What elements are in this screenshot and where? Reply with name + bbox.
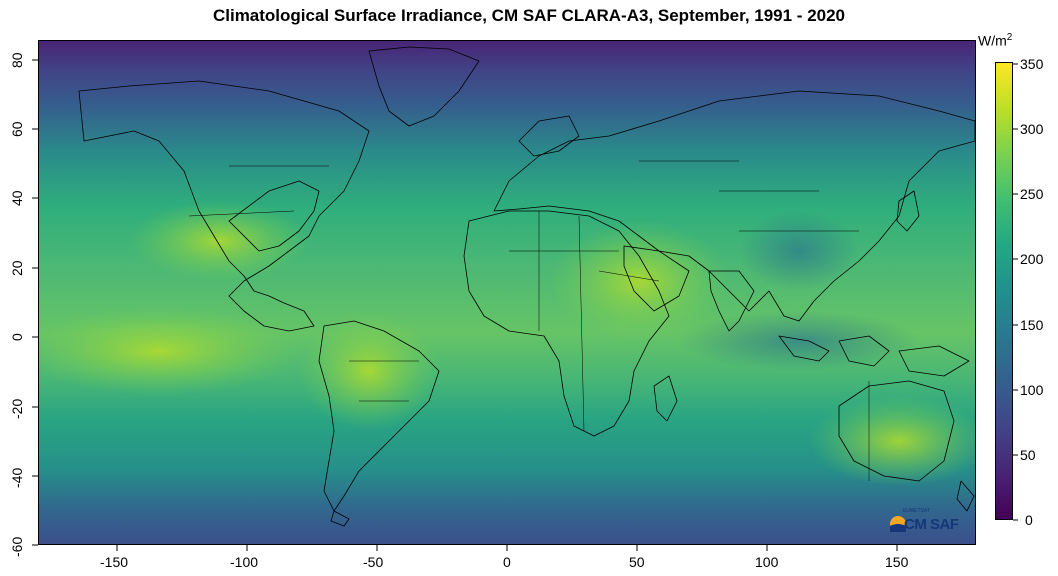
colorbar-label: 200 (1020, 251, 1044, 267)
colorbar-label: 100 (1020, 382, 1044, 398)
y-tick-label: 0 (9, 333, 25, 341)
colorbar-ticks (1013, 63, 1018, 521)
y-tick-label: 40 (9, 190, 25, 206)
cmsaf-logo: EUMETSAT CM SAF (888, 508, 978, 538)
y-tick-label: 20 (9, 260, 25, 276)
maritime-low-region (679, 311, 919, 371)
y-axis-ticks (32, 59, 38, 546)
colorbar-label: 300 (1020, 121, 1044, 137)
y-tick-label: -60 (9, 536, 25, 557)
australia-high-region (809, 396, 975, 486)
logo-small-text: EUMETSAT (903, 508, 930, 514)
map-title: Climatological Surface Irradiance, CM SA… (212, 6, 846, 25)
colorbar-label: 250 (1020, 186, 1044, 202)
x-axis-ticks (116, 545, 898, 551)
y-tick-label: 80 (9, 52, 25, 68)
country-borders (188, 160, 870, 481)
y-tick-label: 60 (9, 121, 25, 137)
colorbar-label: 350 (1020, 56, 1044, 72)
irradiance-map (38, 40, 976, 545)
x-tick-label: -50 (363, 554, 384, 570)
y-tick-label: -40 (9, 467, 25, 488)
colorbar (995, 62, 1013, 520)
x-tick-label: 50 (629, 554, 645, 570)
x-tick-label: 100 (755, 554, 779, 570)
colorbar-label: 0 (1025, 512, 1033, 528)
x-tick-label: 0 (503, 554, 511, 570)
colorbar-label: 50 (1020, 447, 1036, 463)
coastlines (78, 46, 975, 527)
logo-main-text: CM SAF (904, 516, 959, 533)
units-label: W/m2 (978, 32, 1012, 49)
pacific-high-region (39, 306, 299, 396)
x-tick-label: -100 (230, 554, 259, 570)
y-tick-label: -20 (9, 398, 25, 419)
colorbar-label: 150 (1020, 317, 1044, 333)
map-svg (39, 41, 975, 544)
units-exponent: 2 (1006, 32, 1013, 43)
x-tick-label: 150 (885, 554, 909, 570)
units-base: W/m (978, 32, 1007, 49)
x-tick-label: -150 (100, 554, 129, 570)
sun-logo-icon (890, 516, 906, 532)
northamerica-high-region (129, 201, 309, 281)
